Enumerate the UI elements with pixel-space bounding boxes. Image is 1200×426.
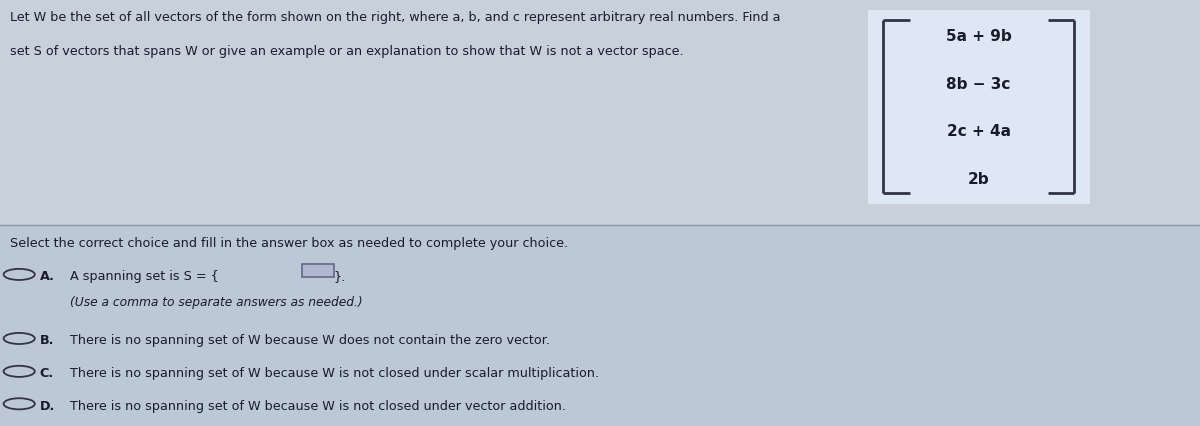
FancyBboxPatch shape — [0, 226, 1200, 426]
Text: There is no spanning set of W because W is not closed under scalar multiplicatio: There is no spanning set of W because W … — [70, 366, 599, 379]
Text: 2c + 4a: 2c + 4a — [947, 124, 1010, 139]
Text: There is no spanning set of W because W does not contain the zero vector.: There is no spanning set of W because W … — [70, 334, 550, 346]
FancyBboxPatch shape — [868, 11, 1090, 204]
Text: 5a + 9b: 5a + 9b — [946, 29, 1012, 44]
Text: A.: A. — [40, 270, 54, 282]
Text: }.: }. — [334, 270, 346, 282]
Text: Select the correct choice and fill in the answer box as needed to complete your : Select the correct choice and fill in th… — [10, 236, 568, 249]
Text: 8b − 3c: 8b − 3c — [947, 76, 1010, 91]
FancyBboxPatch shape — [302, 264, 334, 278]
Text: (Use a comma to separate answers as needed.): (Use a comma to separate answers as need… — [70, 295, 362, 308]
Text: 2b: 2b — [967, 171, 990, 186]
Text: A spanning set is S = {: A spanning set is S = { — [70, 270, 218, 282]
Text: Let W be the set of all vectors of the form shown on the right, where a, b, and : Let W be the set of all vectors of the f… — [10, 11, 780, 23]
Text: set S of vectors that spans W or give an example or an explanation to show that : set S of vectors that spans W or give an… — [10, 45, 683, 58]
Text: B.: B. — [40, 334, 54, 346]
Text: There is no spanning set of W because W is not closed under vector addition.: There is no spanning set of W because W … — [70, 399, 565, 412]
Text: D.: D. — [40, 399, 55, 412]
Text: C.: C. — [40, 366, 54, 379]
FancyBboxPatch shape — [0, 0, 1200, 226]
